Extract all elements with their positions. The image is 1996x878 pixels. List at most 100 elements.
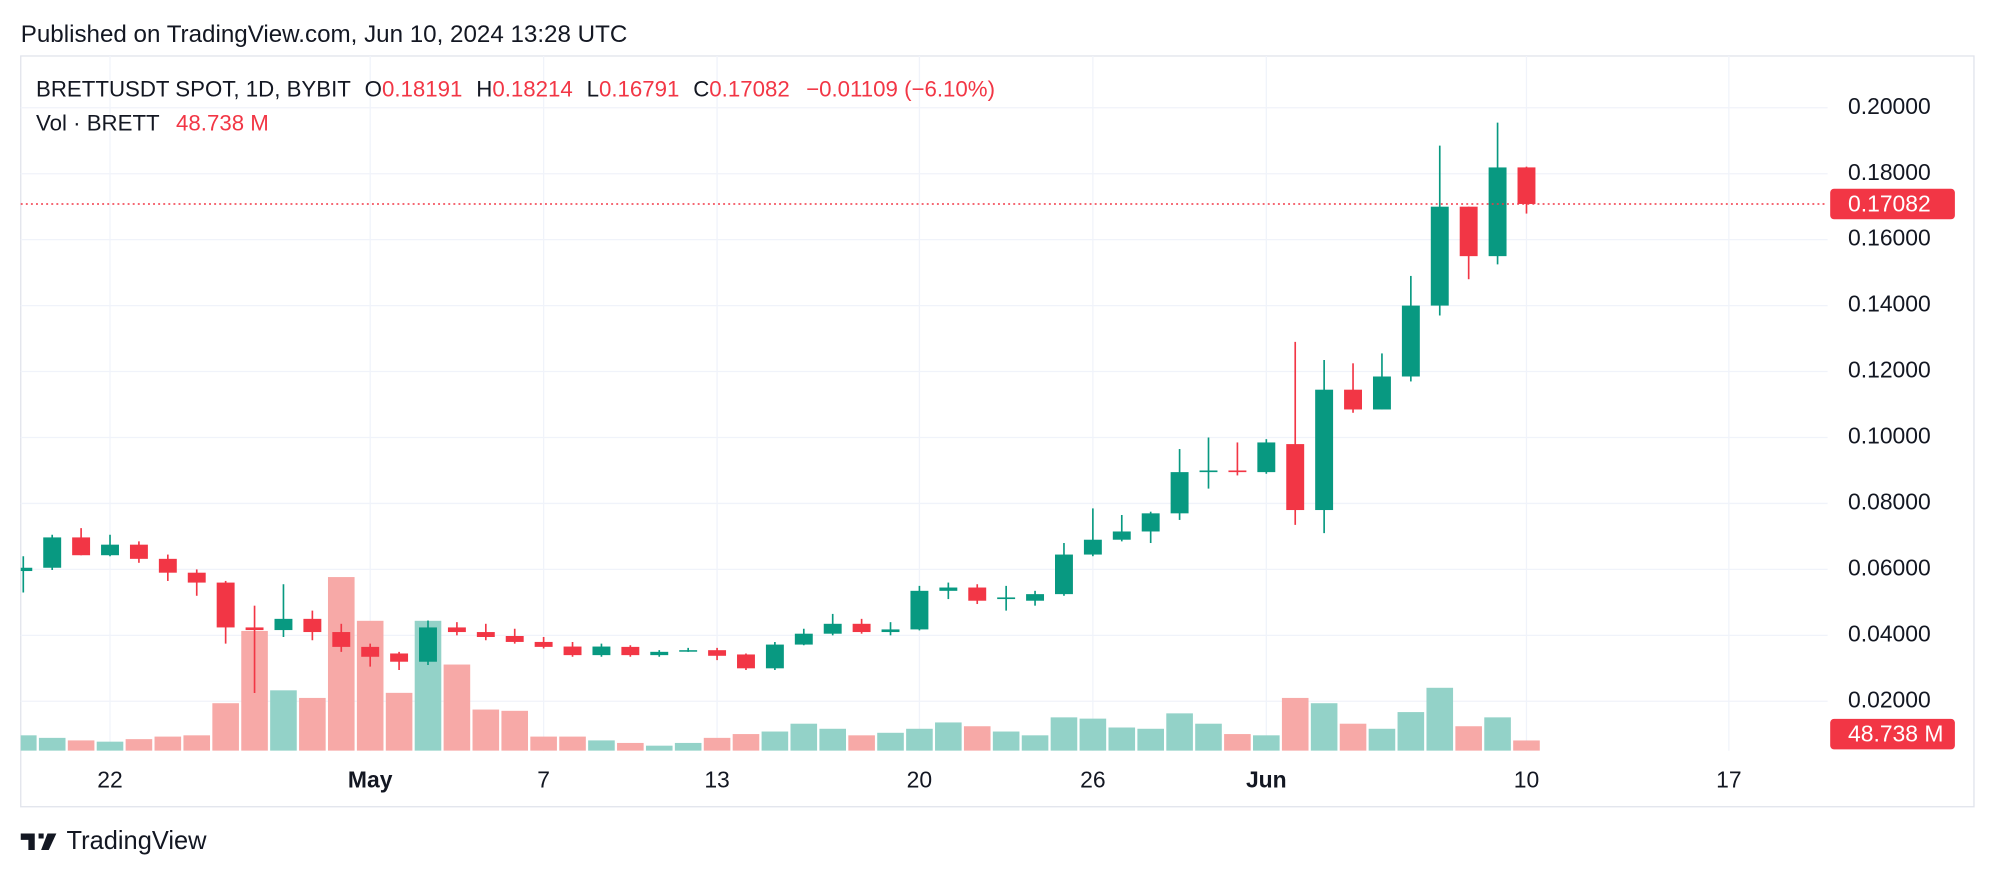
y-tick-label: 0.08000 [1848, 488, 1931, 514]
volume-bar [270, 690, 297, 751]
candle-body [1228, 470, 1247, 473]
volume-bar [1137, 728, 1164, 751]
candle-body [621, 646, 640, 656]
volume-bar [183, 735, 211, 751]
y-tick-label: 0.12000 [1848, 357, 1931, 383]
volume-bar [559, 736, 586, 751]
candle-body [187, 572, 206, 583]
volume-bar [443, 664, 471, 751]
volume-bar [96, 741, 124, 751]
volume-bar [154, 736, 182, 751]
candle-body [1112, 531, 1131, 540]
candle-body [129, 544, 148, 559]
volume-bar [790, 723, 818, 751]
volume-bar [935, 722, 962, 751]
candle-body [592, 646, 611, 656]
candle-body [1199, 470, 1218, 473]
candle-body [447, 627, 466, 633]
volume-bar [617, 742, 644, 751]
candle-body [679, 650, 698, 652]
volume-bar [848, 735, 875, 751]
y-tick-label: 0.18000 [1848, 159, 1931, 185]
candle-body [216, 582, 235, 628]
candle-body [390, 653, 409, 662]
volume-bar [299, 697, 326, 751]
ohlc-key: O [365, 76, 382, 101]
volume-bar [1513, 740, 1540, 751]
x-tick-label: 26 [1080, 766, 1105, 792]
y-tick-label: 0.16000 [1848, 225, 1931, 251]
x-tick-label: 22 [97, 766, 122, 792]
x-tick-label: May [348, 766, 393, 792]
volume-bar [992, 731, 1020, 751]
candle-body [419, 627, 437, 662]
volume-tag-label: 48.738 M [1848, 720, 1943, 746]
brand-name: TradingView [67, 827, 208, 855]
volume-bar [530, 736, 557, 751]
candle-body [1286, 444, 1305, 511]
candle-body [1055, 554, 1073, 595]
volume-bar [1484, 717, 1511, 751]
candle-body [997, 597, 1016, 600]
ohlc-key: H [476, 76, 492, 101]
volume-value: 48.738 M [176, 111, 269, 136]
volume-bar [761, 731, 789, 751]
grid [20, 55, 1828, 751]
candle-body [43, 537, 62, 568]
candle-body [1257, 442, 1276, 473]
x-tick-label: 13 [704, 766, 729, 792]
ohlc-value: 0.16791 [599, 76, 679, 101]
candle-body [1026, 594, 1045, 601]
candle-body [1344, 389, 1362, 410]
y-tick-label: 0.10000 [1848, 423, 1931, 449]
candle-body [158, 558, 177, 573]
volume-bar [1253, 735, 1280, 751]
volume-bar [212, 703, 239, 751]
candle-body [534, 641, 553, 647]
ohlc-value: 0.18191 [382, 76, 462, 101]
candle-body [563, 646, 582, 656]
volume-bar [674, 742, 702, 751]
volume-bar [1368, 728, 1396, 751]
volume-bar [1050, 717, 1078, 751]
candle-body [1083, 539, 1102, 555]
logo-icon [20, 833, 57, 851]
plot-area [20, 122, 1540, 751]
y-tick-label: 0.06000 [1848, 554, 1931, 580]
candle-body [505, 636, 524, 642]
volume-bar [877, 732, 904, 751]
volume-bar [703, 737, 731, 751]
volume-bar [385, 692, 413, 751]
last-price-tag [1830, 188, 1955, 220]
candle-body [101, 544, 119, 556]
x-tick-label: 20 [907, 766, 932, 792]
axes: 0.02000 0.04000 0.06000 0.08000 0.10000 0.120… [20, 93, 1955, 792]
x-tick-label: Jun [1246, 766, 1287, 792]
volume-bar [67, 740, 95, 751]
candle-body [881, 629, 900, 633]
volume-bar [1310, 703, 1338, 751]
publish-header: Published on TradingView.com, Jun 10, 20… [21, 21, 628, 48]
y-tick-label: 0.04000 [1848, 620, 1931, 646]
volume-bar [327, 577, 355, 751]
volume-bar [125, 739, 153, 751]
volume-bar [1166, 713, 1193, 751]
last-price-label: 0.17082 [1848, 190, 1931, 216]
candle-body [303, 618, 322, 633]
candle-body [332, 632, 351, 647]
candle-body [939, 587, 958, 591]
volume-bar [1339, 723, 1367, 751]
volume-bar [588, 740, 615, 751]
candle-body [737, 654, 755, 669]
volume-bar [1224, 734, 1251, 751]
volume-bar [1021, 735, 1049, 751]
ohlc-key: L [587, 76, 599, 101]
y-tick-label: 0.20000 [1848, 93, 1931, 119]
candle-body [245, 627, 264, 631]
candle-body [852, 623, 871, 633]
volume-bar [20, 735, 37, 751]
candle-body [1141, 513, 1160, 532]
change: −0.01109 (−6.10%) [806, 76, 995, 101]
candle-body [910, 590, 929, 630]
